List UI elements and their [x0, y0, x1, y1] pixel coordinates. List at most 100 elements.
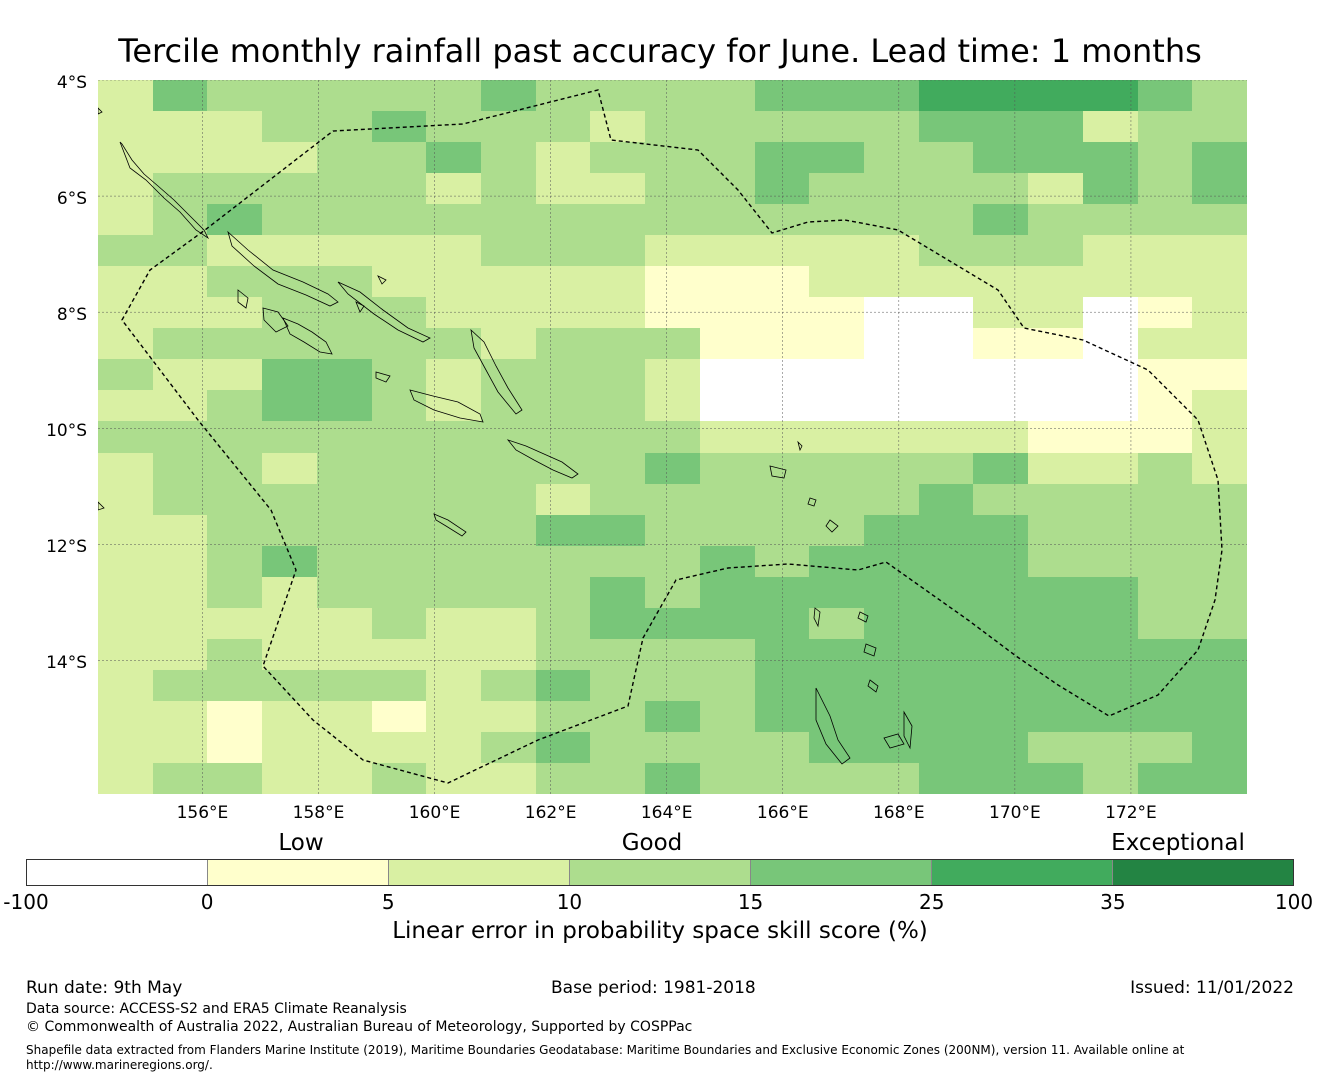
grid-cell [755, 546, 809, 577]
shapefile-url[interactable]: http://www.marineregions.org/. [26, 1058, 213, 1072]
grid-cell [1028, 763, 1083, 794]
grid-cell [864, 111, 919, 142]
grid-cell [645, 701, 700, 732]
colorbar-tick-label: 10 [556, 890, 583, 914]
grid-cell [755, 173, 809, 204]
grid-cell [207, 204, 262, 235]
lon-tick-label: 170°E [989, 803, 1041, 823]
grid-cell [755, 421, 809, 453]
lat-tick-label: 10°S [46, 421, 87, 442]
grid-cell [426, 608, 481, 639]
grid-cell [207, 328, 262, 359]
grid-cell [809, 204, 864, 235]
grid-cell [262, 421, 317, 453]
grid-cell [372, 235, 426, 266]
grid-cell [919, 142, 973, 173]
grid-cell [755, 204, 809, 235]
eez-boundary [121, 89, 1223, 784]
grid-cell [1083, 359, 1138, 390]
grid-cell [1083, 235, 1138, 266]
grid-cell [98, 204, 153, 235]
grid-cell [919, 732, 973, 763]
lat-tick-label: 14°S [46, 653, 87, 674]
copyright: © Commonwealth of Australia 2022, Austra… [26, 1019, 693, 1035]
grid-cell [590, 235, 645, 266]
grid-cell [536, 670, 590, 701]
grid-cell [755, 515, 809, 546]
grid-cell [590, 670, 645, 701]
grid-cell [919, 111, 973, 142]
grid-cell [919, 235, 973, 266]
grid-cell [645, 484, 700, 515]
grid-cell [426, 577, 481, 608]
grid-cell [262, 359, 317, 390]
grid-cell [919, 328, 973, 359]
grid-cell [1083, 763, 1138, 794]
grid-cell [426, 639, 481, 670]
grid-cell [262, 297, 317, 328]
grid-cell [973, 453, 1028, 484]
grid-cell [645, 328, 700, 359]
grid-cell [1028, 173, 1083, 204]
grid-cell [317, 328, 372, 359]
colorbar-segment [569, 860, 750, 885]
grid-cell [973, 484, 1028, 515]
grid-cell [481, 639, 536, 670]
grid-cell [1138, 763, 1192, 794]
grid-cell [645, 763, 700, 794]
colorbar-category-low: Low [278, 830, 324, 856]
grid-cell [536, 328, 590, 359]
grid-cell [1083, 266, 1138, 297]
grid-cell [864, 142, 919, 173]
grid-cell [317, 173, 372, 204]
grid-cell [372, 390, 426, 421]
grid-cell [864, 390, 919, 421]
grid-cell [207, 484, 262, 515]
grid-cell [755, 484, 809, 515]
grid-cell [700, 235, 755, 266]
grid-cell [1083, 670, 1138, 701]
grid-cell [755, 608, 809, 639]
lon-tick-label: 166°E [756, 803, 809, 823]
grid-cell [809, 763, 864, 794]
grid-cell [590, 639, 645, 670]
grid-cell [317, 359, 372, 390]
colorbar [26, 859, 1294, 886]
grid-cell [1083, 484, 1138, 515]
grid-cell [372, 421, 426, 453]
grid-cell [207, 142, 262, 173]
grid-cell [153, 297, 207, 328]
grid-cell [1138, 111, 1192, 142]
grid-cell [262, 608, 317, 639]
grid-cell [207, 515, 262, 546]
grid-cell [864, 484, 919, 515]
grid-cell [1083, 142, 1138, 173]
grid-cell [153, 484, 207, 515]
colorbar-segment [750, 860, 931, 885]
grid-cell [973, 142, 1028, 173]
grid-cell [645, 515, 700, 546]
grid-cell [590, 701, 645, 732]
grid-cell [755, 80, 809, 111]
grid-cell [1028, 328, 1083, 359]
graticule [98, 80, 1247, 794]
grid-cell [372, 701, 426, 732]
grid-cell [1083, 204, 1138, 235]
colorbar-segment [1112, 860, 1293, 885]
grid-cell [207, 732, 262, 763]
grid-cell [372, 577, 426, 608]
grid-cell [1028, 266, 1083, 297]
grid-cell [1138, 80, 1192, 111]
lat-tick-label: 8°S [56, 305, 87, 326]
grid-cell [700, 515, 755, 546]
grid-cell [645, 608, 700, 639]
grid-cell [1138, 235, 1192, 266]
grid-cell [536, 80, 590, 111]
grid-cell [536, 608, 590, 639]
colorbar-tick-label: -100 [3, 890, 49, 914]
grid-cell [481, 297, 536, 328]
grid-cell [809, 328, 864, 359]
grid-cell [1138, 515, 1192, 546]
grid-cell [372, 732, 426, 763]
grid-cell [153, 453, 207, 484]
